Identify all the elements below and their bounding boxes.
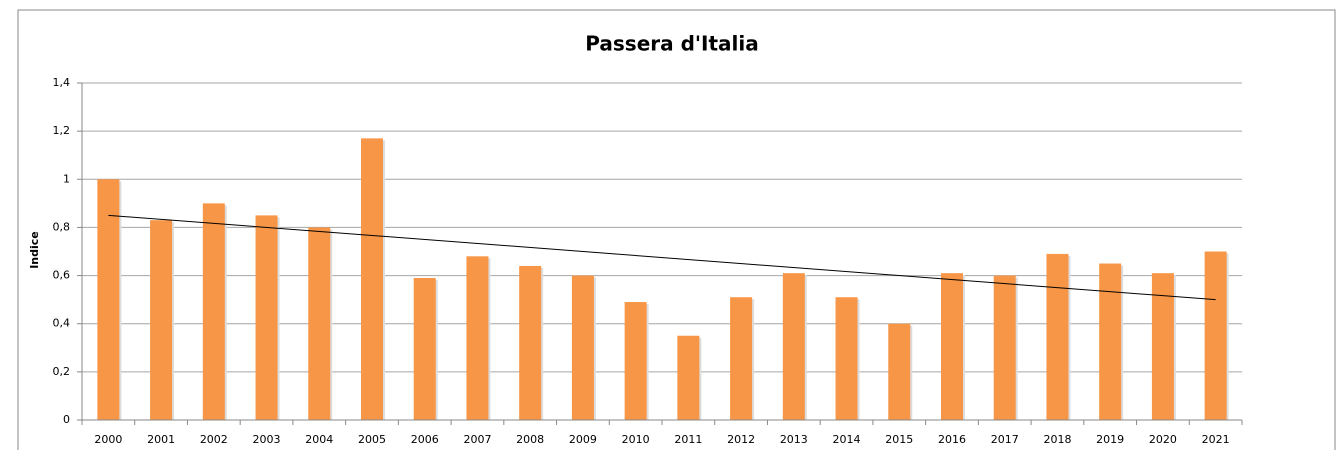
bar <box>466 256 489 420</box>
x-tick-label: 2021 <box>1202 433 1230 446</box>
x-tick-label: 2020 <box>1149 433 1177 446</box>
x-tick-label: 2013 <box>780 433 808 446</box>
x-tick-label: 2008 <box>516 433 544 446</box>
x-tick-label: 2014 <box>833 433 861 446</box>
bar <box>97 179 120 420</box>
bar <box>677 335 700 420</box>
x-tick-label: 2011 <box>674 433 702 446</box>
y-tick-label: 0,6 <box>53 269 71 282</box>
chart-title: Passera d'Italia <box>585 32 758 56</box>
bar <box>202 203 225 420</box>
x-tick-label: 2004 <box>305 433 333 446</box>
bar <box>782 273 805 420</box>
bar <box>413 277 436 420</box>
bar <box>1151 273 1174 420</box>
bar <box>255 215 278 420</box>
bar <box>361 138 383 420</box>
bar <box>941 273 963 420</box>
bar <box>571 275 594 420</box>
bar <box>835 297 858 420</box>
bar <box>519 265 542 420</box>
x-tick-label: 2009 <box>569 433 597 446</box>
trend-line <box>108 214 1216 301</box>
x-tick-label: 2001 <box>147 433 175 446</box>
bar <box>730 297 753 420</box>
x-tick-label: 2005 <box>358 433 386 446</box>
y-tick-label: 0 <box>63 413 70 426</box>
y-tick-label: 1,2 <box>53 124 71 137</box>
y-tick-label: 0,8 <box>53 220 71 233</box>
x-tick-label: 2002 <box>200 433 228 446</box>
bar <box>993 275 1016 420</box>
x-tick-label: 2007 <box>463 433 491 446</box>
x-tick-label: 2012 <box>727 433 755 446</box>
x-tick-label: 2003 <box>253 433 281 446</box>
y-tick-label: 0,2 <box>53 365 71 378</box>
bar <box>1099 263 1122 420</box>
x-tick-label: 2015 <box>885 433 913 446</box>
x-tick-label: 2006 <box>411 433 439 446</box>
y-axis-label: Indice <box>28 231 41 269</box>
y-tick-label: 1,4 <box>53 76 71 89</box>
chart-frame <box>17 9 1336 450</box>
x-tick-label: 2000 <box>94 433 122 446</box>
x-tick-label: 2017 <box>991 433 1019 446</box>
x-tick-label: 2010 <box>622 433 650 446</box>
bar <box>888 323 911 420</box>
bar <box>150 220 173 420</box>
x-tick-label: 2016 <box>938 433 966 446</box>
bar <box>624 302 647 420</box>
y-tick-label: 1 <box>63 172 70 185</box>
bar <box>1046 253 1069 420</box>
y-tick-label: 0,4 <box>53 317 71 330</box>
bar <box>1204 251 1227 420</box>
bar <box>308 227 331 420</box>
x-tick-label: 2018 <box>1043 433 1071 446</box>
x-tick-label: 2019 <box>1096 433 1124 446</box>
